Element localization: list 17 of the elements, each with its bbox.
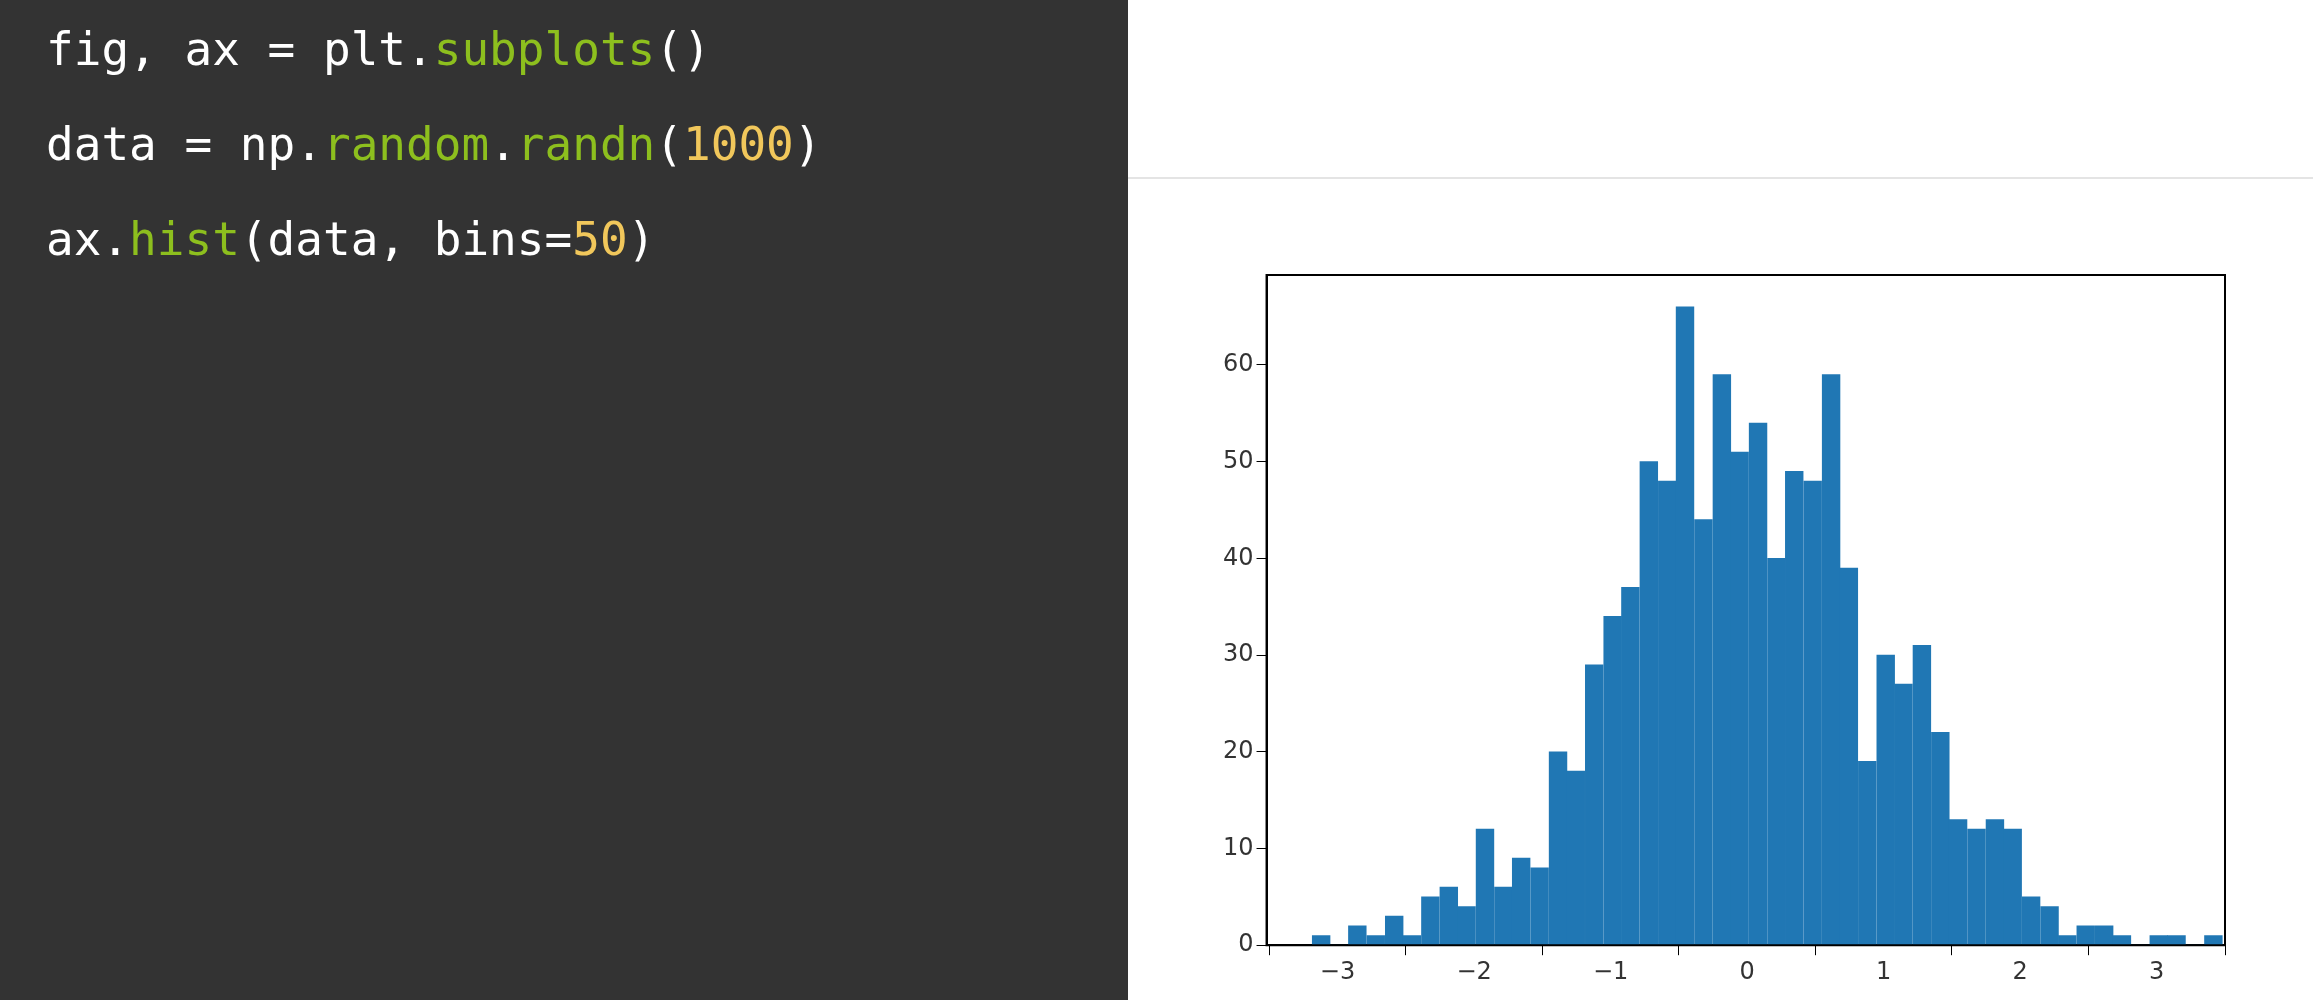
y-tick-label: 40 <box>1222 542 1254 571</box>
x-tick-label: −1 <box>1592 956 1629 985</box>
text: data = np.random.randn(1000) <box>46 117 822 171</box>
x-tick-label: 3 <box>2149 956 2165 985</box>
x-tick-label: −2 <box>1456 956 1492 985</box>
y-tick-label: 0 <box>1238 929 1254 958</box>
text: fig, ax = plt.subplots() <box>46 22 711 76</box>
x-tick-label: 1 <box>1876 956 1892 985</box>
y-tick-label: 20 <box>1222 736 1254 765</box>
x-tick-label: 2 <box>2012 956 2028 985</box>
x-tick-label: 0 <box>1739 956 1755 985</box>
y-tick-label: 10 <box>1222 832 1254 861</box>
text: ax.hist(data, bins=50) <box>46 212 656 266</box>
y-tick-label: 30 <box>1222 639 1254 668</box>
x-tick-label: −3 <box>1319 956 1356 985</box>
y-tick-label: 50 <box>1222 445 1254 474</box>
y-tick-label: 60 <box>1222 349 1254 378</box>
